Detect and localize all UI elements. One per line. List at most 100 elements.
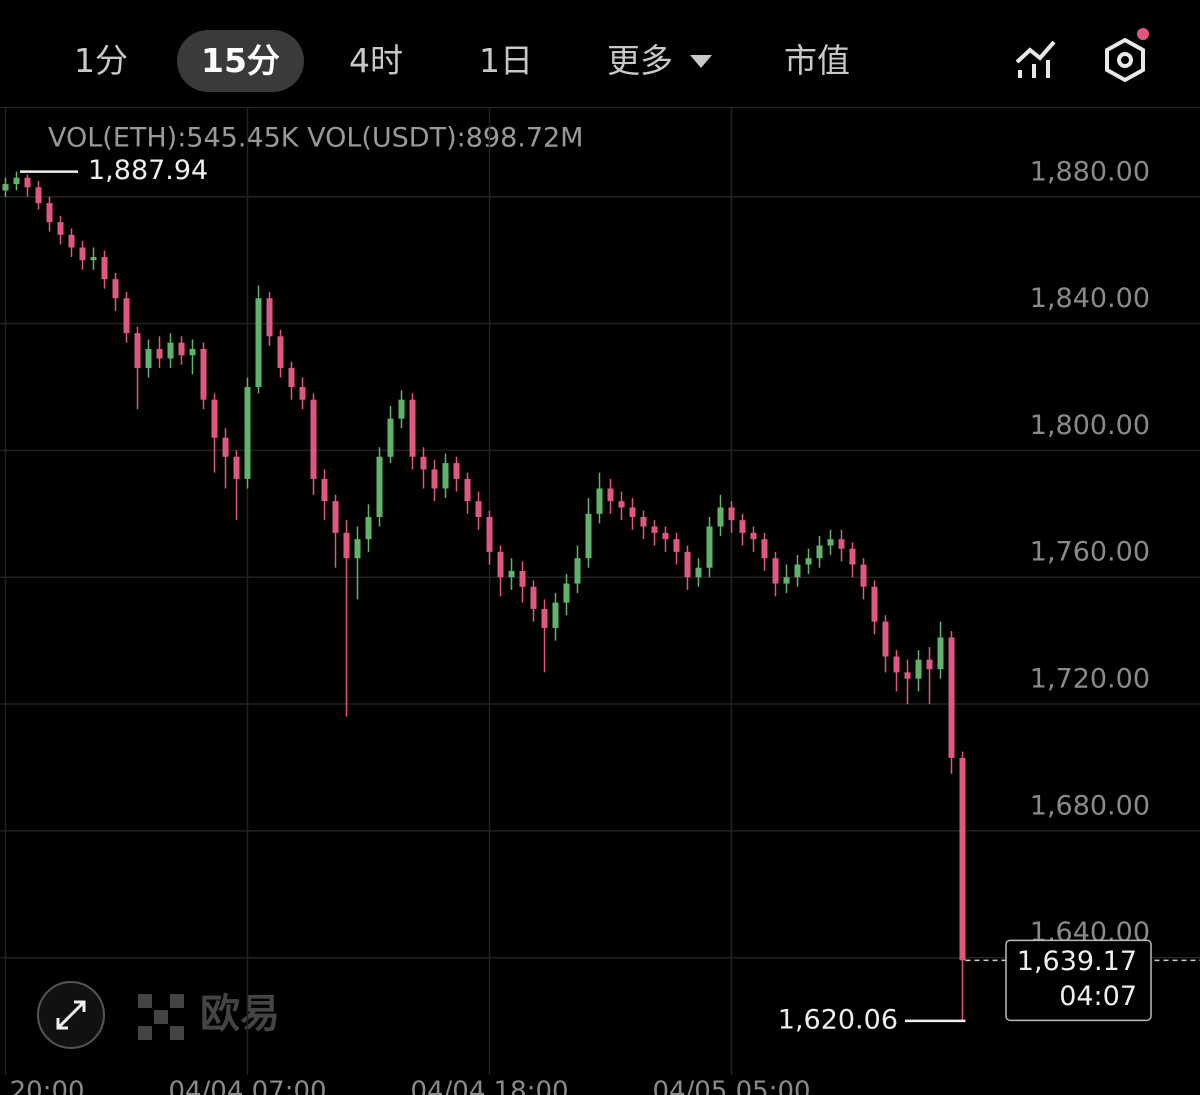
x-tick-label: 04/05 05:00 bbox=[652, 1077, 810, 1095]
candle-body bbox=[739, 520, 746, 533]
candle-body bbox=[695, 567, 702, 578]
candle-body bbox=[134, 333, 141, 368]
candle-body bbox=[607, 488, 614, 502]
candle-body bbox=[673, 539, 680, 552]
candle-body bbox=[277, 336, 284, 368]
candle-body bbox=[915, 659, 922, 679]
y-tick-label: 1,680.00 bbox=[1030, 790, 1150, 821]
candle-body bbox=[167, 342, 174, 359]
x-tick-label: 04/04 07:00 bbox=[168, 1077, 326, 1095]
candle-body bbox=[376, 456, 383, 517]
last-price-label: 1,639.17 bbox=[1017, 946, 1137, 977]
candle-body bbox=[409, 399, 416, 457]
candle-body bbox=[585, 513, 592, 559]
tab[interactable]: 市值 bbox=[784, 41, 850, 80]
tab[interactable]: 1分 bbox=[74, 41, 128, 80]
candle-body bbox=[706, 526, 713, 568]
high-label: 1,887.94 bbox=[88, 155, 208, 186]
candle-body bbox=[761, 539, 768, 559]
volume-label: VOL(ETH):545.45K VOL(USDT):898.72M bbox=[48, 123, 583, 154]
candle-body bbox=[101, 257, 108, 280]
tab[interactable]: 更多 bbox=[607, 41, 673, 80]
candle-body bbox=[464, 478, 471, 502]
candle-body bbox=[222, 437, 229, 457]
toolbar: 1分 15分 4时 1日 更多 市值 bbox=[0, 0, 1200, 108]
candle-body bbox=[805, 558, 812, 565]
candle-body bbox=[365, 516, 372, 540]
candle-body bbox=[552, 602, 559, 628]
candle-body bbox=[629, 507, 636, 517]
candle-body bbox=[959, 757, 966, 961]
toolbar-icons bbox=[690, 28, 1149, 83]
y-tick-label: 1,800.00 bbox=[1030, 410, 1150, 441]
candle-body bbox=[475, 501, 482, 517]
expand-button[interactable] bbox=[37, 981, 105, 1049]
candle-body bbox=[640, 516, 647, 527]
candle-body bbox=[618, 501, 625, 508]
candle-body bbox=[79, 247, 86, 261]
candle-body bbox=[24, 177, 31, 188]
candle-body bbox=[794, 564, 801, 578]
candle-body bbox=[420, 456, 427, 470]
settings-icon[interactable] bbox=[1105, 28, 1149, 83]
y-tick-label: 1,880.00 bbox=[1030, 156, 1150, 187]
candle-body bbox=[574, 558, 581, 584]
candle-body bbox=[2, 184, 9, 191]
candle-body bbox=[783, 577, 790, 584]
candle-body bbox=[508, 570, 515, 578]
candle-body bbox=[354, 539, 361, 559]
candle-body bbox=[849, 548, 856, 565]
candle-body bbox=[310, 399, 317, 479]
tab[interactable]: 4时 bbox=[349, 41, 403, 80]
candle-body bbox=[937, 637, 944, 670]
candle-body bbox=[266, 298, 273, 337]
candle-body bbox=[453, 463, 460, 479]
candle-body bbox=[288, 367, 295, 388]
countdown: 04:07 bbox=[1059, 981, 1137, 1012]
dropdown-arrow bbox=[690, 55, 712, 68]
candle-body bbox=[882, 621, 889, 657]
candle-body bbox=[926, 659, 933, 670]
candle-body bbox=[156, 348, 163, 359]
indicator-icon[interactable] bbox=[1015, 40, 1056, 78]
candle-body bbox=[442, 463, 449, 489]
candle-body bbox=[684, 551, 691, 578]
watermark-logo bbox=[138, 994, 184, 1040]
candle-body bbox=[112, 279, 119, 299]
last-price-box bbox=[1005, 939, 1152, 1022]
candle-body bbox=[486, 516, 493, 552]
candle-body bbox=[948, 637, 955, 758]
candle-body bbox=[728, 507, 735, 521]
candle-body bbox=[717, 507, 724, 527]
candle-body bbox=[123, 298, 130, 334]
watermark: 欧易 bbox=[200, 991, 280, 1037]
candle-body bbox=[387, 418, 394, 457]
candle-body bbox=[46, 203, 53, 223]
candle-body bbox=[57, 222, 64, 235]
candle-body bbox=[530, 586, 537, 609]
candle-body bbox=[541, 608, 548, 628]
candle-body bbox=[211, 399, 218, 438]
tab[interactable]: 1日 bbox=[479, 41, 533, 80]
candle-body bbox=[178, 342, 185, 356]
y-tick-label: 1,760.00 bbox=[1030, 537, 1150, 568]
tab[interactable]: 15分 bbox=[177, 30, 304, 92]
candle-body bbox=[321, 478, 328, 502]
candle-body bbox=[68, 234, 75, 248]
candle-body bbox=[200, 348, 207, 400]
candle-body bbox=[750, 532, 757, 540]
candle-body bbox=[35, 187, 42, 204]
candle-body bbox=[596, 488, 603, 514]
candle-body bbox=[893, 656, 900, 673]
candle-body bbox=[651, 526, 658, 533]
candle-body bbox=[816, 545, 823, 559]
candle-body bbox=[189, 348, 196, 356]
low-label: 1,620.06 bbox=[778, 1004, 898, 1035]
candle-body bbox=[563, 583, 570, 603]
candle-body bbox=[838, 539, 845, 549]
candle-body bbox=[145, 348, 152, 368]
candle-body bbox=[519, 570, 526, 587]
y-tick-label: 1,840.00 bbox=[1030, 283, 1150, 314]
